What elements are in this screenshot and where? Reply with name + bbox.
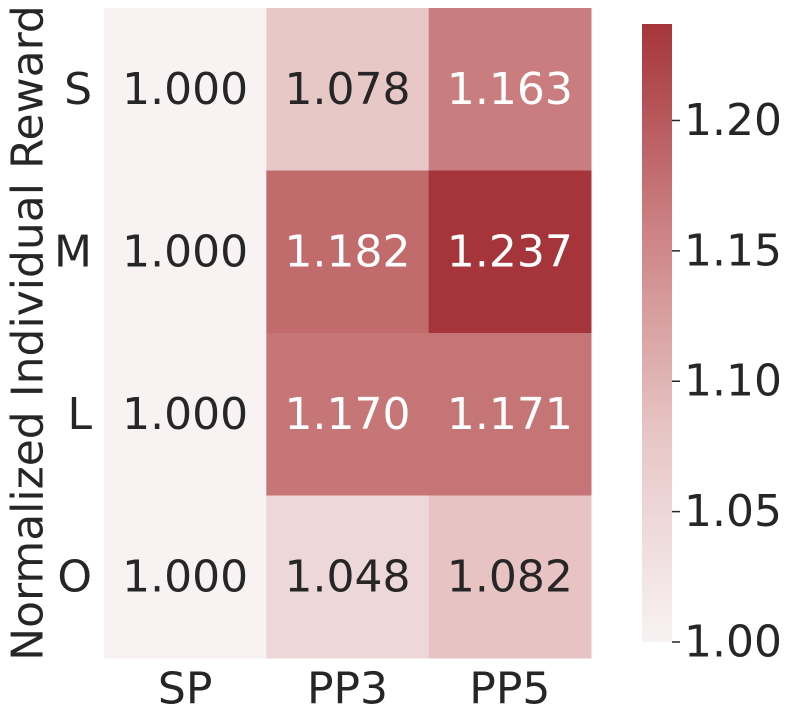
y-axis-label: Normalized Individual Reward <box>3 5 54 661</box>
colorbar-tick-label: 1.05 <box>684 486 782 537</box>
heatmap-cell <box>266 333 430 496</box>
y-tick-label: L <box>67 389 92 440</box>
heatmap-cell <box>266 495 430 659</box>
colorbar-tick-label: 1.00 <box>684 617 782 668</box>
heatmap-cell <box>104 170 267 334</box>
cell-label: 1.171 <box>447 389 573 440</box>
cell-label: 1.000 <box>122 389 248 440</box>
cell-label: 1.237 <box>447 226 573 277</box>
cell-label: 1.000 <box>122 551 248 602</box>
y-tick-label: M <box>54 226 92 277</box>
x-tick-label: PP3 <box>307 664 388 715</box>
heatmap-cell <box>104 8 267 171</box>
heatmap-cell <box>428 8 592 171</box>
cell-label: 1.000 <box>122 64 248 115</box>
cell-label: 1.182 <box>285 226 411 277</box>
y-tick-label: O <box>57 551 92 602</box>
cell-label: 1.048 <box>285 551 411 602</box>
heatmap-cell <box>104 333 267 496</box>
heatmap-cell <box>266 8 430 171</box>
y-tick-label: S <box>64 64 92 115</box>
x-tick-label: SP <box>158 664 212 715</box>
colorbar-tick-label: 1.20 <box>684 95 782 146</box>
cell-label: 1.082 <box>447 551 573 602</box>
heatmap-cell <box>428 170 592 334</box>
colorbar <box>642 24 672 642</box>
heatmap-cell <box>428 333 592 496</box>
heatmap-cell <box>428 495 592 659</box>
colorbar-tick-label: 1.15 <box>684 225 782 276</box>
heatmap-cell <box>104 495 267 659</box>
x-tick-label: PP5 <box>469 664 550 715</box>
cell-label: 1.078 <box>285 64 411 115</box>
colorbar-tick-label: 1.10 <box>684 356 782 407</box>
heatmap-cell <box>266 170 430 334</box>
cell-label: 1.163 <box>447 64 573 115</box>
cell-label: 1.000 <box>122 226 248 277</box>
cell-label: 1.170 <box>285 389 411 440</box>
